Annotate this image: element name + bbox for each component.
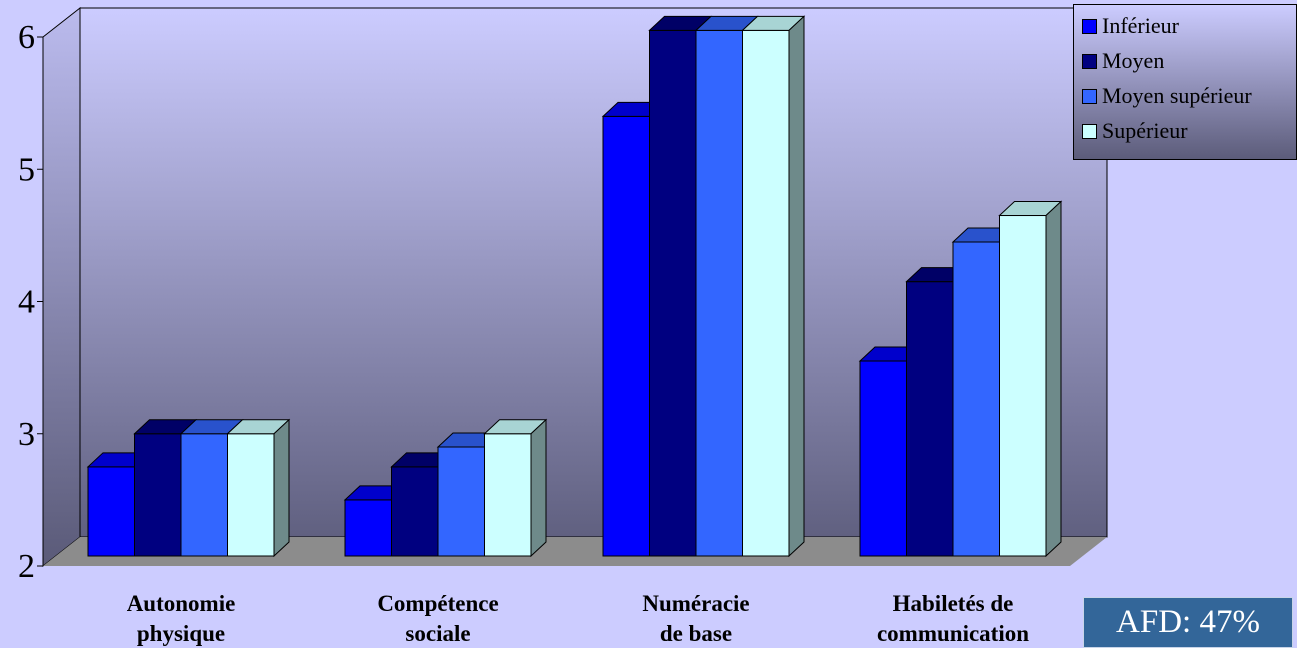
- y-tick-label: 3: [18, 416, 35, 453]
- category-label: Numéracie: [642, 591, 749, 616]
- category-label: Habiletés de: [893, 591, 1014, 616]
- bar-front: [391, 466, 439, 557]
- side-wall: [42, 6, 81, 568]
- bar-front: [344, 499, 392, 557]
- y-tick-label: 6: [18, 19, 35, 56]
- bar: [694, 15, 759, 557]
- bar-front: [695, 29, 743, 557]
- bar-front: [952, 241, 1000, 557]
- afd-annotation: AFD: 47%: [1083, 597, 1293, 648]
- legend-label: Moyen: [1102, 48, 1165, 73]
- bar-front: [859, 360, 907, 557]
- category-label: Autonomie: [127, 591, 236, 616]
- y-tick-label: 5: [18, 151, 35, 188]
- bar-front: [906, 281, 954, 557]
- bar: [858, 346, 923, 557]
- category-label: sociale: [405, 621, 470, 646]
- legend-swatch: [1082, 123, 1097, 139]
- bar-side: [1045, 200, 1062, 558]
- legend-swatch: [1082, 88, 1097, 104]
- bar-front: [437, 446, 485, 557]
- bar: [226, 418, 291, 558]
- bar: [390, 452, 455, 557]
- bar: [998, 200, 1063, 558]
- floor: [43, 537, 1107, 566]
- legend-item: Moyen: [1082, 48, 1164, 74]
- bar-front: [227, 433, 275, 557]
- y-tick-label: 2: [18, 548, 35, 585]
- bar: [133, 419, 198, 557]
- bar-side: [273, 418, 290, 558]
- legend-swatch: [1082, 53, 1097, 69]
- category-label: de base: [660, 621, 732, 646]
- bar-front: [87, 466, 135, 557]
- bar: [741, 15, 806, 558]
- legend-item: Inférieur: [1082, 13, 1179, 39]
- bar-front: [742, 29, 790, 557]
- bar: [436, 432, 501, 557]
- bar-side: [530, 418, 547, 558]
- bar-front: [649, 29, 697, 557]
- category-label: physique: [137, 621, 225, 646]
- bar-side: [788, 15, 805, 558]
- legend-item: Moyen supérieur: [1082, 83, 1252, 109]
- bar-front: [999, 215, 1047, 557]
- legend-swatch: [1082, 18, 1097, 34]
- legend-item: Supérieur: [1082, 118, 1188, 144]
- legend: Inférieur Moyen Moyen supérieur Supérieur: [1073, 4, 1297, 160]
- legend-label: Inférieur: [1102, 13, 1179, 38]
- legend-label: Supérieur: [1102, 118, 1188, 143]
- legend-label: Moyen supérieur: [1102, 83, 1252, 108]
- bar: [905, 267, 970, 557]
- y-tick-label: 4: [18, 284, 35, 321]
- bar-front: [484, 433, 532, 557]
- bar: [179, 419, 244, 557]
- bar-front: [602, 115, 650, 557]
- category-label: communication: [877, 621, 1029, 646]
- category-label: Compétence: [377, 591, 498, 616]
- bar: [483, 418, 548, 558]
- bar: [601, 101, 666, 557]
- bar-front: [134, 433, 182, 557]
- bar-front: [180, 433, 228, 557]
